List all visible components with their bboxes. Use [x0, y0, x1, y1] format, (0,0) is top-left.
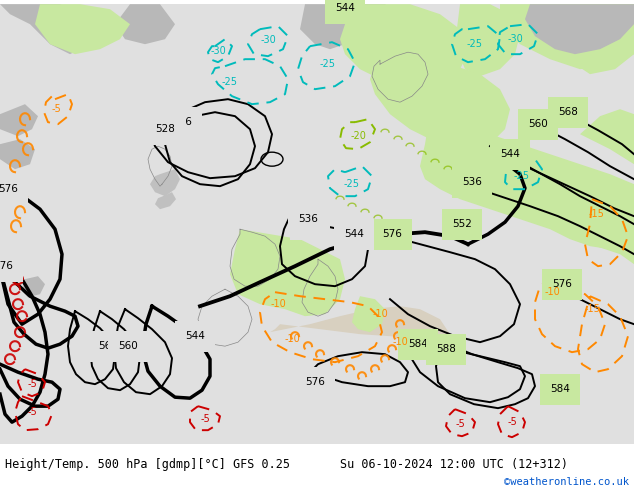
Text: 544: 544: [335, 3, 355, 13]
Polygon shape: [355, 4, 415, 49]
Text: -25: -25: [344, 179, 360, 189]
Text: -15: -15: [584, 304, 600, 314]
Text: 568: 568: [98, 341, 118, 351]
Text: 552: 552: [452, 219, 472, 229]
Text: -25: -25: [514, 171, 530, 181]
Text: 544: 544: [344, 229, 364, 239]
Polygon shape: [420, 114, 634, 249]
Text: 584: 584: [550, 384, 570, 394]
Text: -20: -20: [350, 131, 366, 141]
Text: 576: 576: [382, 229, 402, 239]
Polygon shape: [340, 4, 470, 89]
Text: -10: -10: [372, 309, 388, 319]
Polygon shape: [0, 139, 35, 169]
Polygon shape: [0, 104, 38, 136]
Text: 576: 576: [0, 184, 18, 194]
Text: -25: -25: [222, 77, 238, 87]
Text: 544: 544: [335, 3, 355, 13]
Polygon shape: [580, 109, 634, 164]
Text: 576: 576: [305, 377, 325, 387]
Text: 568: 568: [558, 107, 578, 117]
Text: 576: 576: [0, 261, 13, 271]
Polygon shape: [300, 4, 355, 49]
Text: 528: 528: [300, 219, 320, 229]
Text: Su 06-10-2024 12:00 UTC (12+312): Su 06-10-2024 12:00 UTC (12+312): [340, 458, 568, 471]
Polygon shape: [575, 4, 634, 74]
Polygon shape: [0, 4, 100, 54]
Polygon shape: [590, 229, 634, 264]
Polygon shape: [155, 192, 176, 209]
Text: -15: -15: [588, 209, 604, 219]
Text: -10: -10: [270, 299, 286, 309]
Text: 576: 576: [552, 279, 572, 289]
Text: -10: -10: [284, 334, 300, 344]
Text: -25: -25: [320, 59, 336, 69]
Text: -10: -10: [392, 337, 408, 347]
Polygon shape: [22, 276, 45, 297]
Text: 588: 588: [436, 344, 456, 354]
Text: 560: 560: [528, 119, 548, 129]
Text: -25: -25: [467, 39, 483, 49]
Text: -5: -5: [51, 104, 61, 114]
Text: 536: 536: [462, 177, 482, 187]
Polygon shape: [35, 4, 130, 54]
Text: -5: -5: [27, 379, 37, 389]
Text: 544: 544: [500, 149, 520, 159]
Text: -5: -5: [200, 414, 210, 424]
Text: 584: 584: [408, 339, 428, 349]
Polygon shape: [455, 4, 520, 76]
Polygon shape: [370, 54, 510, 149]
Polygon shape: [230, 229, 345, 316]
Text: -5: -5: [27, 407, 37, 417]
Text: 528: 528: [155, 124, 175, 134]
Text: -5: -5: [455, 419, 465, 429]
Text: -10: -10: [544, 287, 560, 297]
Polygon shape: [525, 4, 634, 54]
Polygon shape: [115, 4, 175, 44]
Polygon shape: [352, 296, 385, 332]
Text: -30: -30: [507, 34, 523, 44]
Polygon shape: [270, 306, 450, 344]
Text: 544: 544: [185, 331, 205, 341]
Text: -30: -30: [260, 35, 276, 45]
Text: ©weatheronline.co.uk: ©weatheronline.co.uk: [504, 477, 629, 487]
Text: 536: 536: [298, 214, 318, 224]
Polygon shape: [150, 169, 180, 196]
Text: -5: -5: [507, 417, 517, 427]
Text: -30: -30: [210, 46, 226, 56]
Text: 536: 536: [172, 117, 192, 127]
Text: Height/Temp. 500 hPa [gdmp][°C] GFS 0.25: Height/Temp. 500 hPa [gdmp][°C] GFS 0.25: [5, 458, 290, 471]
Text: 560: 560: [118, 341, 138, 351]
Polygon shape: [500, 4, 634, 69]
